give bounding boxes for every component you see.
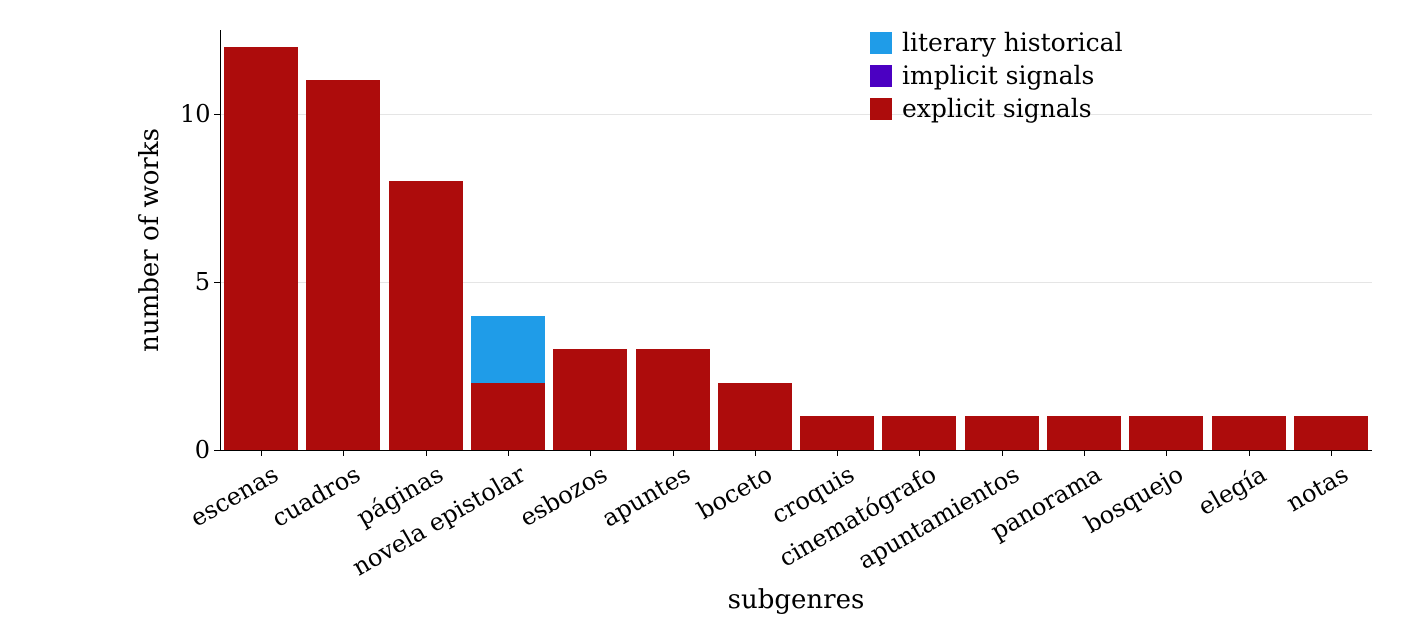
x-tick (590, 450, 591, 456)
x-tick (426, 450, 427, 456)
y-axis-line (220, 30, 221, 450)
x-tick-label: escenas (186, 460, 283, 532)
legend-swatch (870, 32, 892, 54)
gridline (220, 114, 1372, 115)
bar-segment (636, 349, 710, 450)
legend-label: implicit signals (902, 61, 1094, 90)
x-tick-label: apuntes (597, 460, 695, 533)
bar-segment (1129, 416, 1203, 450)
x-tick-label: elegía (1193, 460, 1271, 521)
x-tick (673, 450, 674, 456)
bar-segment (882, 416, 956, 450)
legend-item: explicit signals (870, 94, 1123, 123)
x-tick (1166, 450, 1167, 456)
x-tick (261, 450, 262, 456)
bar-segment (471, 316, 545, 383)
x-tick (1249, 450, 1250, 456)
legend-label: explicit signals (902, 94, 1092, 123)
bar-segment (389, 181, 463, 450)
legend: literary historical implicit signals expli… (870, 28, 1123, 127)
x-tick (837, 450, 838, 456)
legend-swatch (870, 65, 892, 87)
bar-segment (553, 349, 627, 450)
plot-area (220, 30, 1372, 450)
bar-segment (718, 383, 792, 450)
x-axis-title: subgenres (728, 585, 865, 615)
y-tick-label: 5 (180, 268, 210, 296)
x-tick (343, 450, 344, 456)
bar-segment (1047, 416, 1121, 450)
bar-segment (471, 383, 545, 450)
legend-label: literary historical (902, 28, 1123, 57)
bar-segment (1294, 416, 1368, 450)
chart-container: number of works subgenres literary histo… (0, 0, 1410, 629)
legend-swatch (870, 98, 892, 120)
bar-segment (224, 47, 298, 450)
y-axis-title: number of works (135, 128, 165, 352)
x-tick (1084, 450, 1085, 456)
x-tick-label: cuadros (268, 460, 366, 533)
y-tick-label: 0 (180, 436, 210, 464)
x-tick (1002, 450, 1003, 456)
legend-item: literary historical (870, 28, 1123, 57)
bar-segment (800, 416, 874, 450)
bar-segment (306, 80, 380, 450)
y-tick-label: 10 (180, 100, 210, 128)
x-tick-label: boceto (692, 460, 777, 525)
x-tick-label: notas (1282, 460, 1353, 517)
x-tick (1331, 450, 1332, 456)
bar-segment (1212, 416, 1286, 450)
x-tick-label: esbozos (515, 460, 612, 532)
x-axis-line (220, 450, 1372, 451)
legend-item: implicit signals (870, 61, 1123, 90)
bar-segment (965, 416, 1039, 450)
x-tick (508, 450, 509, 456)
x-tick (755, 450, 756, 456)
x-tick (919, 450, 920, 456)
